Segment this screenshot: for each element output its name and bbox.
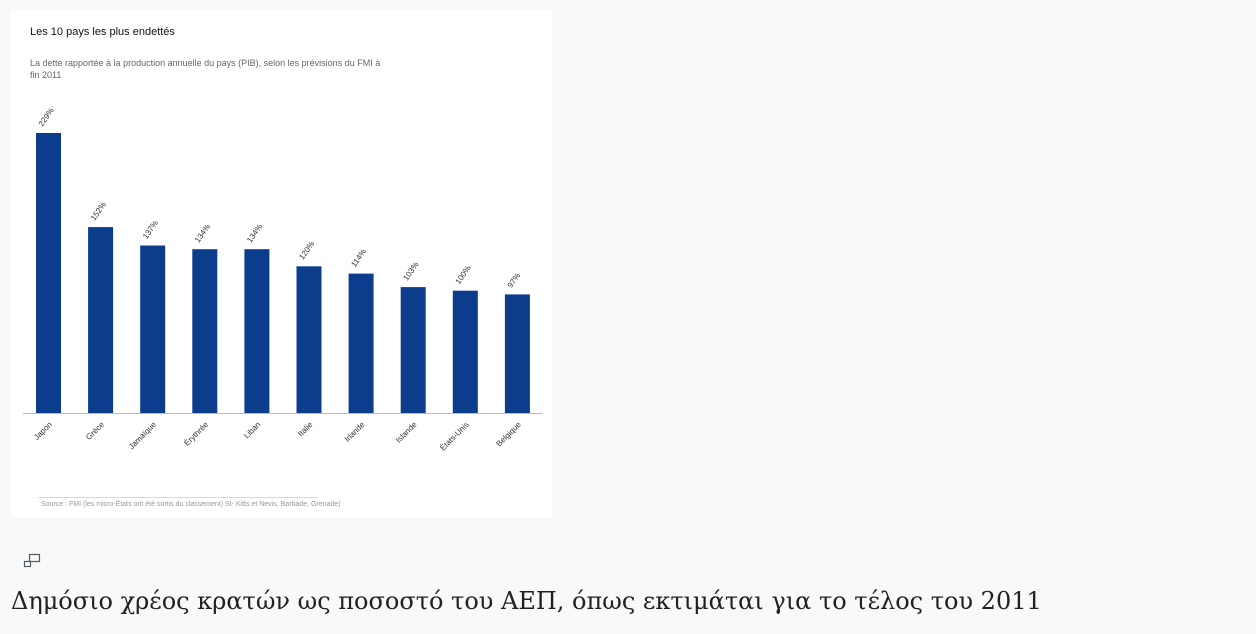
source-divider	[38, 497, 318, 498]
figure-caption: Δημόσιο χρέος κρατών ως ποσοστό του ΑΕΠ,…	[11, 587, 1042, 615]
x-tick-label: Belgique	[494, 420, 523, 449]
bar	[348, 273, 374, 413]
bar	[504, 294, 530, 413]
magnify-icon[interactable]	[23, 553, 41, 569]
bar	[192, 249, 218, 413]
bar	[88, 227, 114, 413]
chart-subtitle: La dette rapportée à la production annue…	[30, 58, 381, 80]
x-tick-label: Érythrée	[182, 420, 210, 448]
chart-source: Source : FMI (les micro-États ont été so…	[41, 501, 341, 508]
bar	[296, 266, 322, 413]
bar	[400, 287, 426, 413]
data-label: 114%	[349, 247, 368, 268]
data-label: 103%	[401, 260, 420, 282]
x-tick-label: Islande	[394, 420, 419, 445]
data-label: 137%	[141, 219, 160, 241]
data-label: 134%	[245, 222, 264, 244]
data-label: 97%	[506, 271, 523, 289]
bar-chart: 229% Japon 152% Grèce 137% Jamaïque 134% Érythr…	[23, 106, 543, 453]
data-label: 229%	[37, 106, 56, 128]
x-tick-label: Grèce	[84, 420, 106, 442]
x-tick-label: Italie	[296, 420, 315, 439]
chart-title: Les 10 pays les plus endettés	[30, 26, 175, 38]
data-label: 100%	[454, 264, 473, 286]
bar	[36, 133, 61, 413]
bar	[244, 249, 270, 413]
data-label: 152%	[89, 200, 108, 222]
data-label: 134%	[193, 222, 212, 244]
bar	[140, 245, 166, 413]
x-tick-label: États-Unis	[438, 420, 470, 452]
x-tick-label: Irlande	[343, 420, 367, 444]
chart-image[interactable]: Les 10 pays les plus endettés La dette r…	[11, 10, 552, 517]
x-tick-label: Jamaïque	[127, 420, 159, 452]
data-label: 120%	[297, 240, 316, 262]
bar	[452, 290, 478, 413]
x-tick-label: Liban	[242, 420, 262, 440]
x-tick-label: Japon	[32, 420, 54, 442]
